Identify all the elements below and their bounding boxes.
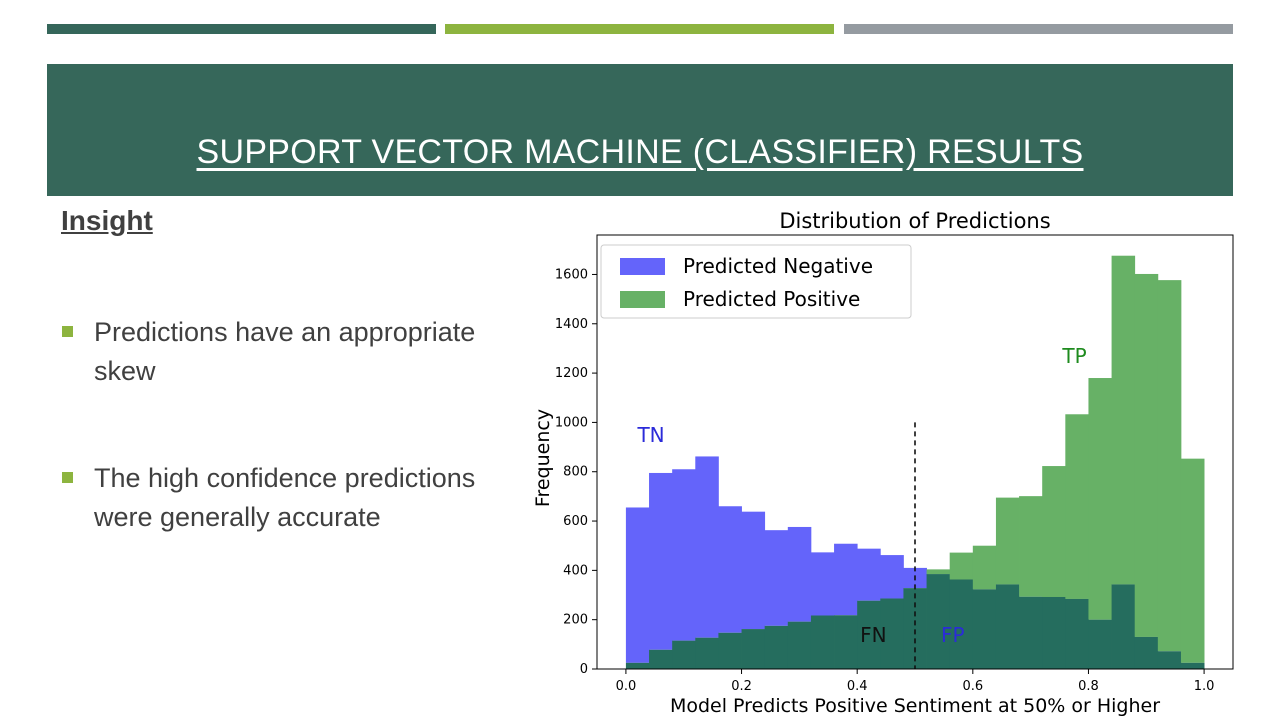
- bullet-text: The high confidence predictions were gen…: [94, 463, 476, 532]
- accent-strip-dark: [47, 24, 436, 34]
- histogram-bar-overlap: [1157, 651, 1182, 669]
- histogram-bar-negative: [787, 526, 812, 622]
- x-tick-label: 0.6: [962, 679, 983, 694]
- histogram-bar-positive: [949, 552, 974, 580]
- histogram-bar-negative: [834, 543, 858, 616]
- legend-swatch: [620, 291, 665, 308]
- histogram-bar-overlap: [625, 662, 650, 669]
- histogram-bar-overlap: [1042, 596, 1066, 669]
- y-tick-label: 1400: [555, 317, 588, 332]
- histogram-bar-positive: [1134, 273, 1159, 637]
- histogram-bar-overlap: [1134, 636, 1159, 669]
- histogram-chart: 0 200 400 600 800 1000 1200 1400 1600 0.0 0.2 0.4 0.…: [532, 209, 1234, 717]
- histogram-bar-overlap: [880, 598, 904, 669]
- x-tick-label: 0.8: [1078, 679, 1099, 694]
- y-tick-label: 1600: [555, 267, 588, 282]
- bullet-text: Predictions have an appropriate skew: [94, 317, 476, 386]
- legend-box: [600, 244, 912, 319]
- histogram-bar-overlap: [903, 588, 927, 669]
- plot-frame: [596, 234, 1234, 670]
- annotation-tn: TN: [636, 423, 664, 447]
- histogram-bar-positive: [1019, 496, 1043, 597]
- histogram-bar-positive: [995, 497, 1020, 585]
- y-tick-label: 800: [563, 465, 588, 480]
- histogram-bar-negative: [625, 507, 650, 663]
- y-tick-label: 600: [563, 514, 588, 529]
- histogram-bar-positive: [972, 545, 997, 590]
- histogram-bar-positive: [1157, 280, 1182, 652]
- histogram-bar-overlap: [949, 579, 974, 669]
- insight-heading: Insight: [61, 205, 153, 236]
- histogram-bar-overlap: [649, 649, 673, 669]
- histogram-bar-overlap: [695, 637, 719, 669]
- histogram-bar-overlap: [718, 632, 742, 669]
- histogram-bar-negative: [649, 472, 673, 650]
- x-tick-label: 0.0: [616, 679, 637, 694]
- histogram-bar-negative: [695, 456, 719, 638]
- y-tick-label: 400: [563, 563, 588, 578]
- x-axis-label: Model Predicts Positive Sentiment at 50%…: [670, 695, 1160, 717]
- histogram-bar-overlap: [672, 640, 696, 669]
- histogram-bar-positive: [1180, 458, 1205, 663]
- histogram-bar-positive: [1088, 378, 1112, 620]
- bullet-item: Predictions have an appropriate skew: [62, 313, 512, 391]
- histogram-bar-overlap: [1180, 662, 1205, 669]
- histogram-bar-negative: [718, 506, 742, 633]
- legend-label: Predicted Positive: [683, 287, 860, 311]
- histogram-bar-positive: [1042, 466, 1066, 597]
- histogram-bar-overlap: [1111, 584, 1136, 669]
- histogram-bar-overlap: [810, 615, 835, 669]
- histogram-bar-overlap: [995, 584, 1020, 669]
- histogram-bar-positive: [926, 569, 951, 575]
- histogram-bar-negative: [764, 530, 789, 626]
- histogram-bar-overlap: [741, 629, 766, 669]
- x-tick-label: 1.0: [1194, 679, 1215, 694]
- histogram-bar-overlap: [1088, 619, 1112, 669]
- annotation-tp: TP: [1061, 344, 1086, 368]
- x-tick-label: 0.4: [847, 679, 868, 694]
- histogram-bar-negative: [672, 469, 696, 641]
- histogram-bar-overlap: [787, 621, 812, 669]
- histogram-bar-positive: [1065, 414, 1089, 599]
- annotation-fn: FN: [860, 623, 886, 647]
- histogram-bar-negative: [741, 511, 766, 630]
- histogram-bar-overlap: [926, 574, 951, 669]
- y-tick-label: 1200: [555, 366, 588, 381]
- accent-strip-gray: [844, 24, 1233, 34]
- y-tick-label: 1000: [555, 415, 588, 430]
- histogram-bar-overlap: [857, 600, 881, 669]
- histogram-bar-overlap: [1019, 596, 1043, 669]
- bullet-marker-icon: [62, 326, 73, 337]
- histogram-bar-overlap: [972, 589, 997, 669]
- legend-swatch: [620, 258, 665, 275]
- histogram-bar-overlap: [834, 615, 858, 669]
- histogram-bar-overlap: [1065, 598, 1089, 669]
- bullet-item: The high confidence predictions were gen…: [62, 459, 512, 537]
- slide-title: SUPPORT VECTOR MACHINE (CLASSIFIER) RESU…: [196, 133, 1084, 171]
- chart-title: Distribution of Predictions: [779, 209, 1050, 233]
- histogram-bar-positive: [1111, 255, 1136, 585]
- bullet-marker-icon: [62, 472, 73, 483]
- annotation-fp: FP: [941, 623, 965, 647]
- histogram-bar-negative: [857, 548, 881, 601]
- histogram-bar-negative: [880, 555, 904, 599]
- y-axis-label: Frequency: [532, 409, 554, 507]
- y-tick-label: 0: [580, 662, 588, 677]
- histogram-bar-negative: [810, 552, 835, 616]
- accent-strip-green: [445, 24, 834, 34]
- x-tick-label: 0.2: [731, 679, 752, 694]
- y-tick-label: 200: [563, 613, 588, 628]
- title-banner: [47, 64, 1233, 196]
- histogram-bar-overlap: [764, 625, 789, 669]
- legend-label: Predicted Negative: [683, 254, 873, 278]
